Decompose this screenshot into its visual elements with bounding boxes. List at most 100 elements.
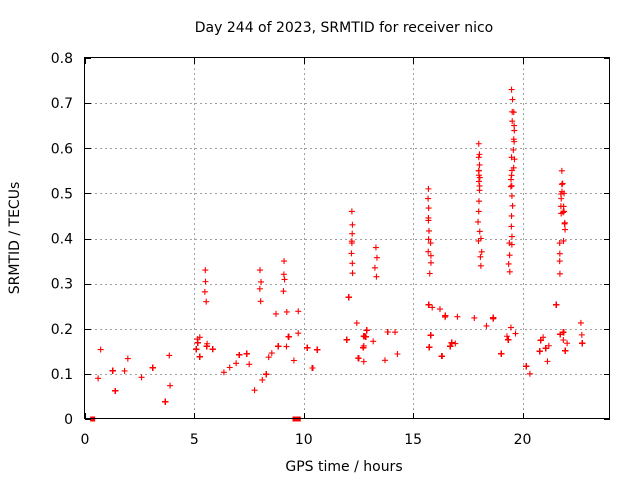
peak-trail-point [256, 285, 263, 292]
peak-trail-point [257, 298, 264, 305]
peak-trail-point [509, 202, 516, 209]
peak-trail-point [477, 253, 484, 260]
data-point [290, 357, 297, 364]
peak-trail-point [511, 127, 518, 134]
data-point [544, 358, 551, 365]
data-point [438, 353, 445, 360]
peak-trail-point [201, 288, 208, 295]
data-point [97, 346, 104, 353]
peak-point [477, 235, 484, 242]
peak-trail-point [560, 237, 567, 244]
data-point [259, 376, 266, 383]
peak-point [372, 244, 379, 251]
data-point [149, 364, 156, 371]
peak-trail-point [425, 248, 432, 255]
data-point [448, 339, 455, 346]
data-point [447, 343, 454, 350]
data-point [483, 322, 490, 329]
peak-point [475, 167, 482, 174]
peak-trail-point [476, 151, 483, 158]
peak-trail-point [510, 146, 517, 153]
data-point [275, 343, 282, 350]
plot-frame [84, 57, 610, 419]
peak-trail-point [425, 205, 432, 212]
data-point [523, 363, 530, 370]
data-point [426, 344, 433, 351]
data-point [309, 364, 316, 371]
peak-point [558, 167, 565, 174]
x-tick-label: 20 [514, 432, 532, 448]
peak-trail-point [508, 233, 515, 240]
data-point [425, 301, 432, 308]
y-tick-labels: 0 0.1 0.2 0.3 0.4 0.5 0.6 0.7 0.8 [51, 51, 73, 428]
data-point [360, 358, 367, 365]
data-point [384, 328, 391, 335]
data-point [283, 308, 290, 315]
data-point [360, 333, 367, 340]
data-point [579, 340, 586, 347]
data-point [243, 350, 250, 357]
peak-trail-point [349, 221, 356, 228]
peak-trail-point [560, 209, 567, 216]
peak-trail-point [556, 250, 563, 257]
chart-title: Day 244 of 2023, SRMTID for receiver nic… [195, 20, 493, 36]
data-point [112, 387, 119, 394]
peak-point [508, 212, 515, 219]
data-point [360, 344, 367, 351]
data-point [392, 329, 399, 336]
data-point [194, 339, 201, 346]
data-point [553, 301, 560, 308]
peak-trail-point [556, 258, 563, 265]
peak-point [508, 172, 515, 179]
peak-trail-point [349, 230, 356, 237]
data-point [471, 314, 478, 321]
peak-point [425, 185, 432, 192]
peak-trail-point [348, 250, 355, 257]
peak-point [475, 208, 482, 215]
data-point [394, 351, 401, 358]
peak-trail-point [203, 298, 210, 305]
peak-trail-point [425, 195, 432, 202]
peak-trail-point [258, 278, 265, 285]
peak-trail-point [476, 187, 483, 194]
peak-point [348, 240, 355, 247]
peak-trail-point [561, 219, 568, 226]
x-tick-labels: 0 5 10 15 20 [81, 432, 532, 448]
data-point [526, 370, 533, 377]
peak-point [506, 240, 513, 247]
axis-ticks [85, 58, 610, 420]
data-point [193, 346, 200, 353]
peak-trail-point [509, 118, 516, 125]
data-point [429, 304, 436, 311]
data-point [95, 375, 102, 382]
peak-trail-point [476, 161, 483, 168]
peak-trail-point [349, 260, 356, 267]
peak-trail-point [505, 260, 512, 267]
peak-trail-point [506, 252, 513, 259]
peak-trail-point [507, 183, 514, 190]
data-point [442, 312, 449, 319]
data-point [577, 319, 584, 326]
data-point [536, 348, 543, 355]
x-tick-label: 15 [404, 432, 422, 448]
data-point [345, 294, 352, 301]
data-point [283, 343, 290, 350]
y-tick-label: 0.4 [51, 232, 73, 248]
peak-trail-point [475, 198, 482, 205]
peak-point [510, 109, 517, 116]
peak-point [281, 258, 288, 265]
data-point [209, 346, 216, 353]
peak-trail-point [508, 223, 515, 230]
peak-point [556, 240, 563, 247]
data-point [295, 330, 302, 337]
peak-trail-point [508, 182, 515, 189]
data-point [427, 332, 434, 339]
data-point [263, 371, 270, 378]
data-point [363, 327, 370, 334]
y-tick-label: 0.2 [51, 322, 73, 338]
peak-trail-point [557, 191, 564, 198]
y-tick-label: 0.1 [51, 367, 73, 383]
peak-trail-point [506, 268, 513, 275]
data-point [162, 398, 169, 405]
